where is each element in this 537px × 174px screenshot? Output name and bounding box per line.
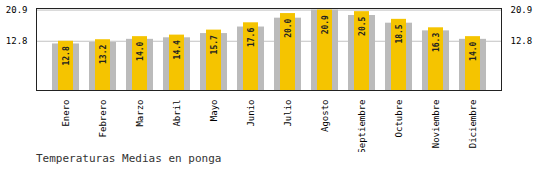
svg-text:Julio: Julio (283, 100, 293, 127)
html-text:Temperaturas Medias en ponga: Temperaturas Medias en ponga (36, 152, 222, 165)
svg-text:Enero: Enero (61, 100, 71, 127)
svg-text:Marzo: Marzo (135, 100, 145, 127)
svg-text:Febrero: Febrero (98, 100, 108, 138)
svg-text:20.9: 20.9 (6, 5, 28, 15)
svg-text:13.2: 13.2 (99, 45, 108, 64)
svg-text:Septiembre: Septiembre (357, 100, 367, 153)
svg-text:15.7: 15.7 (210, 35, 219, 54)
svg-text:Abril: Abril (172, 100, 182, 127)
svg-text:14.0: 14.0 (136, 41, 145, 60)
svg-text:20.5: 20.5 (358, 16, 367, 35)
svg-text:Mayo: Mayo (209, 100, 219, 122)
svg-text:Junio: Junio (246, 100, 256, 127)
svg-text:14.0: 14.0 (469, 41, 478, 60)
svg-text:Octubre: Octubre (394, 100, 404, 138)
svg-text:14.4: 14.4 (173, 40, 182, 59)
svg-text:16.3: 16.3 (432, 33, 441, 52)
svg-text:12.8: 12.8 (6, 36, 28, 46)
svg-text:Noviembre: Noviembre (431, 100, 441, 149)
svg-text:20.9: 20.9 (321, 15, 330, 34)
svg-text:20.9: 20.9 (511, 5, 533, 15)
svg-text:18.5: 18.5 (395, 24, 404, 43)
svg-text:20.0: 20.0 (284, 18, 293, 37)
svg-text:12.8: 12.8 (62, 46, 71, 65)
svg-text:17.6: 17.6 (247, 28, 256, 47)
svg-text:12.8: 12.8 (511, 36, 533, 46)
svg-text:Diciembre: Diciembre (468, 100, 478, 149)
svg-text:Agosto: Agosto (320, 100, 330, 133)
